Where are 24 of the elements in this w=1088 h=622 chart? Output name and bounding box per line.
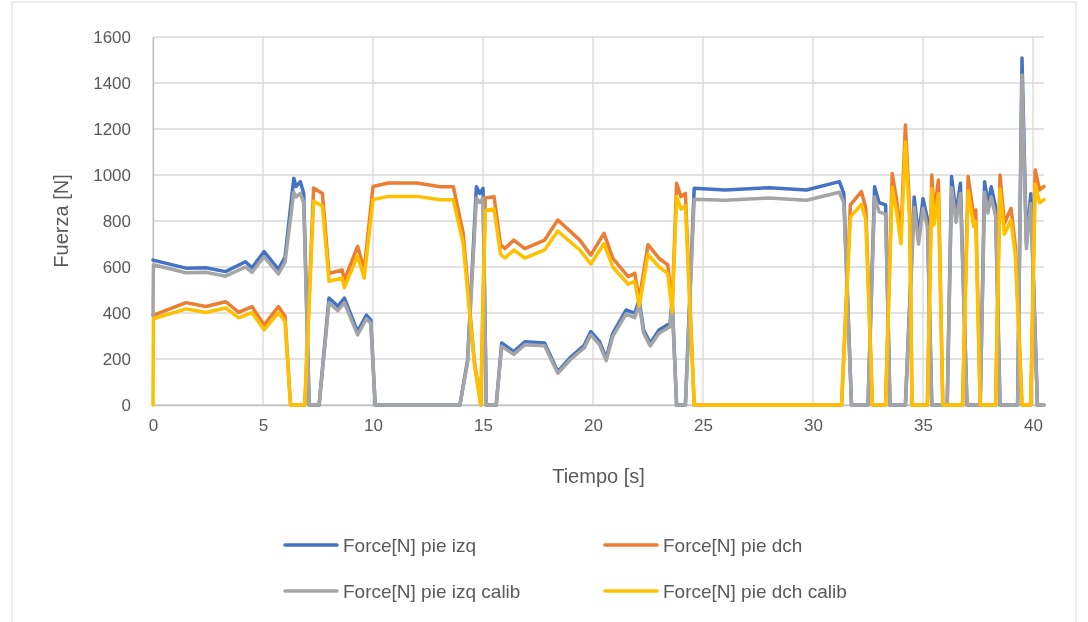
y-tick-label: 1000 [93,165,131,185]
x-tick-label: 30 [804,416,823,436]
y-tick-label: 1600 [93,27,131,47]
x-tick-label: 0 [148,416,159,436]
x-tick-label: 25 [694,416,713,436]
x-tick-label: 40 [1024,416,1043,436]
legend-label: Force[N] pie dch [663,535,803,556]
legend-label: Force[N] pie dch calib [663,581,847,602]
y-tick-label: 800 [102,211,131,231]
y-tick-label: 400 [102,303,131,323]
y-tick-label: 600 [102,257,131,277]
legend-label: Force[N] pie izq [343,535,477,556]
y-tick-label: 200 [102,349,131,369]
legend-label: Force[N] pie izq calib [343,581,521,602]
x-tick-label: 5 [258,416,269,436]
y-tick-label: 1200 [93,119,131,139]
x-tick-label: 15 [474,416,493,436]
x-axis-title: Tiempo [s] [552,465,645,487]
y-tick-label: 1400 [93,73,131,93]
x-tick-label: 20 [584,416,603,436]
x-tick-label: 10 [364,416,383,436]
y-tick-label: 0 [121,395,131,415]
y-axis-title: Fuerza [N] [50,174,72,268]
x-tick-label: 35 [914,416,933,436]
